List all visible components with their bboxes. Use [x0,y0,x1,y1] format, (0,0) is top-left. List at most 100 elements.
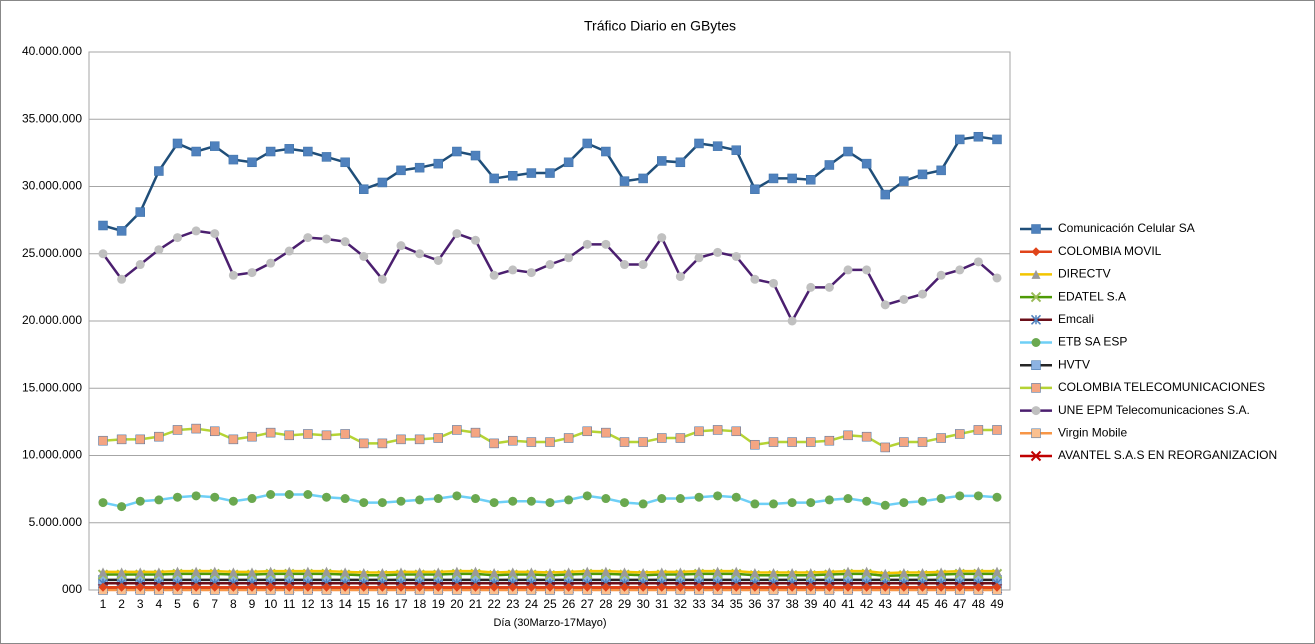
x-tick-label: 26 [562,597,576,611]
marker [899,176,909,186]
marker [396,241,406,251]
series [98,582,1002,592]
marker [321,430,332,441]
marker [377,568,387,578]
marker [861,431,872,442]
marker [452,146,462,157]
marker [843,146,853,157]
marker [284,430,294,441]
marker [936,165,946,176]
marker [861,158,872,169]
legend-label: EDATEL S.A [1058,289,1126,303]
marker [433,494,443,504]
marker [377,498,387,508]
marker [415,582,425,592]
marker [452,491,462,501]
marker [638,260,648,270]
marker [173,233,182,243]
marker [824,495,834,505]
marker [750,499,760,509]
x-tick-label: 24 [525,597,539,611]
y-tick-label: 20.000.000 [22,313,82,327]
marker [508,496,518,506]
y-tick-label: 15.000.000 [22,380,82,394]
marker [545,260,555,270]
legend-marker [1031,383,1041,393]
marker [489,438,499,449]
marker [117,567,127,577]
marker [452,425,462,435]
marker [191,491,201,501]
marker [396,165,406,176]
marker [806,282,816,292]
marker [247,494,257,504]
marker [582,138,592,149]
marker [918,582,927,592]
marker [359,498,369,508]
marker [154,495,164,505]
marker [899,437,909,447]
marker [266,582,276,592]
marker [601,566,611,576]
marker [806,437,816,447]
marker [359,251,369,261]
marker [899,294,909,304]
legend-marker [1031,338,1041,347]
marker [452,229,462,239]
x-tick-label: 44 [897,597,911,611]
marker [173,566,182,576]
marker [918,496,927,506]
marker [377,274,387,284]
marker [787,316,797,326]
marker [657,233,667,243]
marker [675,157,686,168]
x-tick-label: 39 [804,597,818,611]
marker [973,566,983,576]
x-tick-label: 47 [953,597,967,611]
marker [880,300,890,310]
marker [657,582,667,592]
marker [769,582,778,592]
marker [228,496,238,506]
marker [191,226,201,236]
marker [806,498,816,508]
marker [917,437,928,447]
marker [564,582,574,592]
marker [154,431,164,442]
marker [992,492,1002,502]
legend-label: ETB SA ESP [1058,335,1127,349]
marker [824,567,834,577]
marker [303,582,313,592]
marker [638,582,648,592]
marker [824,282,834,292]
marker [452,566,462,576]
marker [284,566,294,576]
marker [377,177,388,188]
marker [191,582,201,592]
marker [135,582,145,592]
legend-label: AVANTEL S.A.S EN REORGANIZACION [1058,448,1277,462]
marker [936,270,946,280]
marker [173,492,182,502]
marker [601,239,611,249]
marker [619,437,630,447]
marker [396,496,406,506]
marker [657,567,667,577]
marker [992,566,1002,576]
marker [843,430,853,441]
marker [955,134,965,145]
marker [377,582,387,592]
marker [172,138,183,149]
marker [564,253,574,263]
marker [98,249,108,259]
marker [135,207,145,217]
marker [657,494,667,504]
y-tick-label: 30.000.000 [22,179,82,193]
marker [955,582,965,592]
marker [657,433,667,443]
marker [415,495,425,505]
y-tick-label: 40.000.000 [22,44,82,58]
marker [731,582,741,592]
marker [843,494,853,504]
x-tick-label: 7 [211,597,218,611]
